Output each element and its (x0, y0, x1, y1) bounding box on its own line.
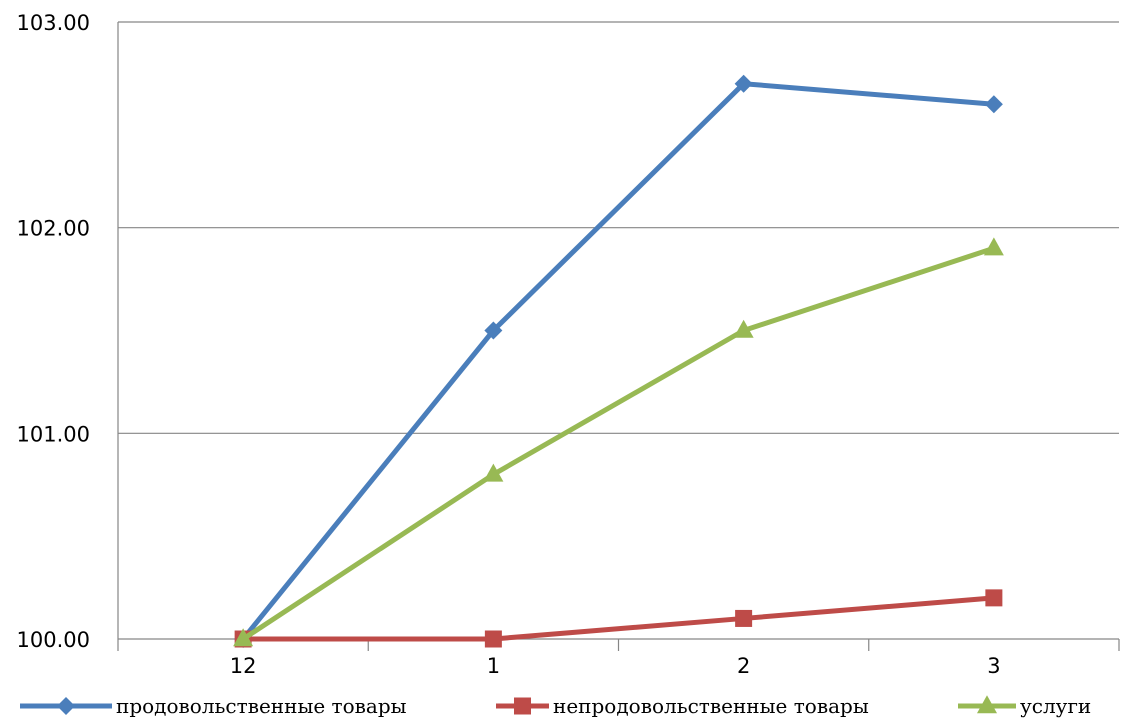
series-line (240, 81, 997, 642)
legend-item: продовольственные товары (20, 694, 407, 718)
x-tick-label: 3 (987, 654, 1000, 678)
y-tick-label: 100.00 (17, 628, 90, 652)
legend: продовольственные товары непродовольствен… (20, 694, 1091, 718)
legend-marker-triangle (977, 695, 997, 714)
series-lines (233, 74, 1004, 648)
x-tick-label: 1 (487, 654, 500, 678)
data-point-diamond (734, 74, 753, 93)
data-point-triangle (983, 237, 1004, 256)
y-tick-label: 101.00 (17, 422, 90, 446)
data-point-triangle (233, 628, 254, 647)
x-tick-label: 2 (737, 654, 750, 678)
gridlines (118, 21, 1119, 434)
series-0 (234, 74, 1003, 648)
legend-marker-diamond (57, 697, 75, 715)
legend-label: непродовольственные товары (553, 694, 869, 718)
data-point-diamond (984, 95, 1003, 114)
data-point-square (985, 589, 1003, 607)
data-point-square (484, 630, 502, 648)
series-2 (233, 237, 1004, 647)
legend-label: услуги (1020, 694, 1091, 718)
legend-item: непродовольственные товары (496, 694, 869, 718)
series-line (240, 595, 997, 642)
axes (117, 22, 1120, 651)
legend-label: продовольственные товары (116, 694, 407, 718)
data-point-square (735, 609, 753, 627)
data-point-triangle (733, 319, 754, 338)
legend-marker-square (514, 697, 531, 715)
legend-item: услуги (958, 694, 1091, 718)
series-line (240, 245, 997, 642)
data-point-diamond (484, 321, 503, 340)
y-tick-label: 103.00 (17, 11, 90, 35)
y-tick-label: 102.00 (17, 217, 90, 241)
x-tick-label: 12 (230, 654, 257, 678)
data-point-triangle (483, 463, 504, 482)
